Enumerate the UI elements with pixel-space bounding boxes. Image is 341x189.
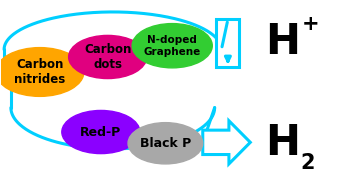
Text: Black P: Black P	[140, 137, 191, 150]
Text: 2: 2	[300, 153, 315, 173]
Circle shape	[62, 110, 140, 154]
Text: H: H	[266, 21, 300, 63]
Bar	[216, 19, 239, 67]
Circle shape	[132, 24, 212, 68]
Circle shape	[0, 48, 84, 96]
Text: H: H	[266, 122, 300, 164]
Text: Red-P: Red-P	[80, 125, 121, 139]
Polygon shape	[203, 121, 250, 164]
Text: Carbon
nitrides: Carbon nitrides	[14, 58, 65, 86]
Text: N-doped
Graphene: N-doped Graphene	[144, 35, 201, 57]
Text: Carbon
dots: Carbon dots	[84, 43, 131, 71]
Circle shape	[128, 123, 203, 164]
Text: +: +	[301, 14, 319, 34]
Circle shape	[69, 35, 147, 79]
